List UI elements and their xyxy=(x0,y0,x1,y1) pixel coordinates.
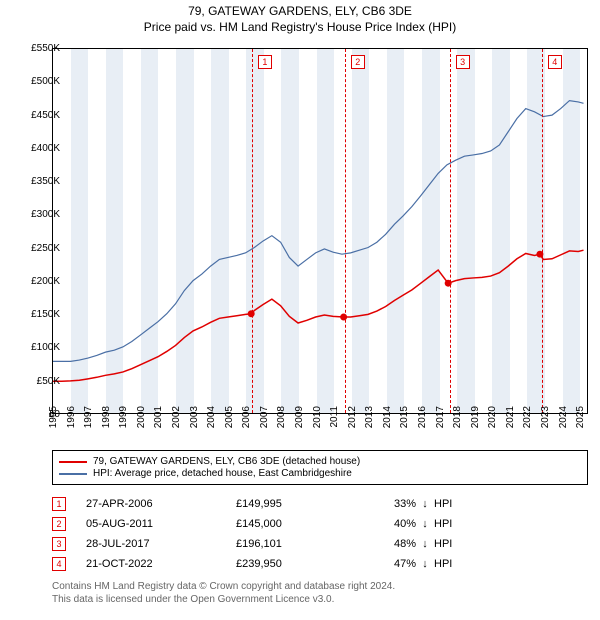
sale-index-box: 4 xyxy=(52,557,66,571)
x-tick-label: 1997 xyxy=(83,406,94,436)
x-tick-label: 2002 xyxy=(171,406,182,436)
chart-title-block: 79, GATEWAY GARDENS, ELY, CB6 3DE Price … xyxy=(0,0,600,34)
sale-dot xyxy=(340,314,347,321)
sale-marker-label: 4 xyxy=(548,55,562,69)
y-tick-label: £100K xyxy=(10,342,60,353)
x-tick-label: 2021 xyxy=(505,406,516,436)
x-tick-label: 2023 xyxy=(540,406,551,436)
x-tick-label: 2017 xyxy=(435,406,446,436)
property-line xyxy=(53,250,584,381)
x-tick-label: 1999 xyxy=(118,406,129,436)
x-tick-label: 2022 xyxy=(522,406,533,436)
sales-row: 3 28-JUL-2017£196,10148%↓HPI xyxy=(52,534,588,554)
chart-title-address: 79, GATEWAY GARDENS, ELY, CB6 3DE xyxy=(0,4,600,18)
footer-line-2: This data is licensed under the Open Gov… xyxy=(52,593,588,606)
sale-marker-line xyxy=(450,49,451,413)
legend-label-hpi: HPI: Average price, detached house, East… xyxy=(93,468,352,479)
sale-marker-label: 3 xyxy=(456,55,470,69)
x-tick-label: 2024 xyxy=(558,406,569,436)
y-tick-label: £200K xyxy=(10,276,60,287)
x-tick-label: 2001 xyxy=(153,406,164,436)
x-tick-label: 2010 xyxy=(312,406,323,436)
x-tick-label: 2015 xyxy=(399,406,410,436)
y-tick-label: £400K xyxy=(10,143,60,154)
x-tick-label: 2025 xyxy=(575,406,586,436)
sale-price: £145,000 xyxy=(236,518,356,530)
chart-container: 79, GATEWAY GARDENS, ELY, CB6 3DE Price … xyxy=(0,0,600,620)
y-tick-label: £550K xyxy=(10,43,60,54)
y-tick-label: £150K xyxy=(10,309,60,320)
plot-area: 1 2 3 4 xyxy=(52,48,588,414)
chart-title-subtitle: Price paid vs. HM Land Registry's House … xyxy=(0,20,600,34)
down-arrow-icon: ↓ xyxy=(416,538,434,550)
sales-row: 1 27-APR-2006£149,99533%↓HPI xyxy=(52,494,588,514)
x-tick-label: 2016 xyxy=(417,406,428,436)
x-tick-label: 2012 xyxy=(347,406,358,436)
y-tick-label: £300K xyxy=(10,209,60,220)
x-tick-label: 2003 xyxy=(189,406,200,436)
chart-footer: Contains HM Land Registry data © Crown c… xyxy=(52,580,588,606)
sale-date: 21-OCT-2022 xyxy=(86,558,236,570)
down-arrow-icon: ↓ xyxy=(416,558,434,570)
sales-row: 2 05-AUG-2011£145,00040%↓HPI xyxy=(52,514,588,534)
hpi-line xyxy=(53,101,584,362)
y-tick-label: £350K xyxy=(10,176,60,187)
x-tick-label: 2000 xyxy=(136,406,147,436)
x-tick-label: 1998 xyxy=(101,406,112,436)
sale-vs-hpi-label: HPI xyxy=(434,498,588,510)
sale-price: £149,995 xyxy=(236,498,356,510)
sale-pct: 48% xyxy=(356,538,416,550)
footer-line-1: Contains HM Land Registry data © Crown c… xyxy=(52,580,588,593)
x-tick-label: 2020 xyxy=(487,406,498,436)
legend-row: HPI: Average price, detached house, East… xyxy=(59,468,581,479)
y-tick-label: £50K xyxy=(10,376,60,387)
x-tick-label: 2009 xyxy=(294,406,305,436)
x-tick-label: 2013 xyxy=(364,406,375,436)
x-tick-label: 2008 xyxy=(276,406,287,436)
sale-vs-hpi-label: HPI xyxy=(434,538,588,550)
legend-label-property: 79, GATEWAY GARDENS, ELY, CB6 3DE (detac… xyxy=(93,456,360,467)
sale-vs-hpi-label: HPI xyxy=(434,558,588,570)
x-tick-label: 2007 xyxy=(259,406,270,436)
x-tick-label: 2005 xyxy=(224,406,235,436)
sale-marker-label: 1 xyxy=(258,55,272,69)
sale-index-box: 3 xyxy=(52,537,66,551)
y-tick-label: £250K xyxy=(10,243,60,254)
x-tick-label: 2006 xyxy=(241,406,252,436)
sale-marker-line xyxy=(252,49,253,413)
sale-vs-hpi-label: HPI xyxy=(434,518,588,530)
sales-row: 4 21-OCT-2022£239,95047%↓HPI xyxy=(52,554,588,574)
sale-index-box: 2 xyxy=(52,517,66,531)
sale-pct: 40% xyxy=(356,518,416,530)
sale-marker-line xyxy=(345,49,346,413)
sale-marker-line xyxy=(542,49,543,413)
legend-swatch-hpi xyxy=(59,473,87,475)
sale-index-box: 1 xyxy=(52,497,66,511)
x-tick-label: 2014 xyxy=(382,406,393,436)
sale-price: £239,950 xyxy=(236,558,356,570)
chart-legend: 79, GATEWAY GARDENS, ELY, CB6 3DE (detac… xyxy=(52,450,588,485)
x-tick-label: 1995 xyxy=(48,406,59,436)
x-tick-label: 2018 xyxy=(452,406,463,436)
sale-date: 28-JUL-2017 xyxy=(86,538,236,550)
x-tick-label: 2019 xyxy=(470,406,481,436)
sale-date: 27-APR-2006 xyxy=(86,498,236,510)
x-tick-label: 1996 xyxy=(66,406,77,436)
y-tick-label: £450K xyxy=(10,110,60,121)
sale-marker-label: 2 xyxy=(351,55,365,69)
sale-pct: 33% xyxy=(356,498,416,510)
x-tick-label: 2011 xyxy=(329,406,340,436)
y-tick-label: £500K xyxy=(10,76,60,87)
down-arrow-icon: ↓ xyxy=(416,498,434,510)
down-arrow-icon: ↓ xyxy=(416,518,434,530)
legend-swatch-property xyxy=(59,461,87,463)
x-tick-label: 2004 xyxy=(206,406,217,436)
chart-lines-svg xyxy=(53,49,587,413)
legend-row: 79, GATEWAY GARDENS, ELY, CB6 3DE (detac… xyxy=(59,456,581,467)
sale-pct: 47% xyxy=(356,558,416,570)
sale-date: 05-AUG-2011 xyxy=(86,518,236,530)
sales-table: 127-APR-2006£149,99533%↓HPI205-AUG-2011£… xyxy=(52,494,588,574)
sale-price: £196,101 xyxy=(236,538,356,550)
